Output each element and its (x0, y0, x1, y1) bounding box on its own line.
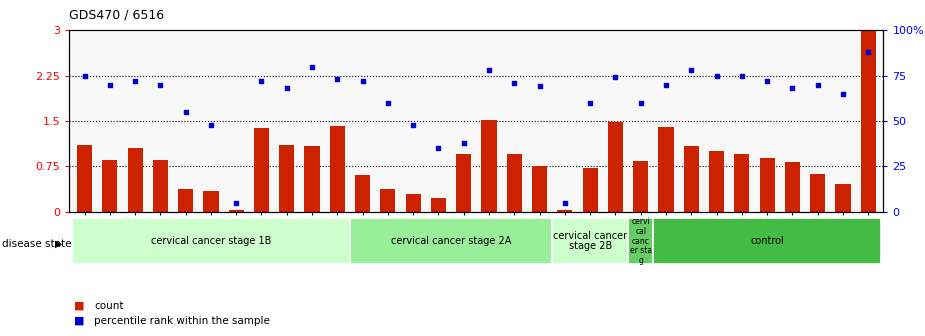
Bar (279, 145, 294, 212)
Bar (153, 160, 168, 212)
Bar (228, 210, 244, 212)
Point (810, 82, 825, 87)
Point (608, 75, 623, 80)
Bar (355, 175, 370, 212)
FancyBboxPatch shape (653, 218, 881, 264)
Text: cervical cancer stage 2A: cervical cancer stage 2A (391, 236, 512, 246)
Point (406, 122, 421, 127)
Text: count: count (94, 301, 124, 311)
Bar (734, 154, 749, 212)
Bar (583, 168, 598, 212)
Bar (77, 145, 92, 212)
Point (456, 140, 471, 145)
Bar (405, 194, 421, 212)
Bar (557, 210, 573, 212)
Point (785, 86, 800, 91)
Point (355, 78, 370, 84)
Point (709, 73, 724, 78)
Bar (633, 162, 648, 212)
Point (380, 100, 395, 106)
Bar (179, 189, 193, 212)
Bar (784, 162, 800, 212)
Bar (456, 154, 472, 212)
Bar (684, 146, 698, 212)
FancyBboxPatch shape (350, 218, 552, 264)
Point (330, 77, 345, 82)
Point (659, 82, 673, 87)
Point (759, 78, 774, 84)
Bar (810, 174, 825, 212)
Point (558, 200, 573, 205)
Bar (709, 151, 724, 212)
Bar (659, 127, 673, 212)
Bar (380, 189, 396, 212)
Text: cervical cancer stage 1B: cervical cancer stage 1B (151, 236, 271, 246)
Point (684, 68, 698, 73)
Point (507, 80, 522, 86)
Point (77, 73, 92, 78)
Bar (103, 160, 117, 212)
Bar (608, 122, 623, 212)
Bar (507, 154, 522, 212)
Bar (532, 166, 548, 212)
Text: cervical cancer
stage 2B: cervical cancer stage 2B (553, 231, 627, 251)
Point (734, 73, 749, 78)
FancyBboxPatch shape (628, 218, 653, 264)
Text: ■: ■ (74, 316, 84, 326)
Bar (128, 148, 142, 212)
Point (228, 200, 243, 205)
Point (279, 86, 294, 91)
Bar (329, 126, 345, 212)
Bar (481, 120, 497, 212)
Point (304, 64, 319, 69)
Text: control: control (750, 236, 784, 246)
Text: ■: ■ (74, 301, 84, 311)
Bar (860, 30, 876, 212)
Point (204, 122, 218, 127)
Bar (835, 184, 850, 212)
Point (482, 68, 497, 73)
Text: ▶: ▶ (56, 239, 63, 249)
Point (532, 84, 547, 89)
FancyBboxPatch shape (552, 218, 628, 264)
Point (583, 100, 598, 106)
Point (634, 100, 648, 106)
Text: disease state: disease state (2, 239, 71, 249)
Bar (304, 146, 320, 212)
Point (179, 109, 193, 115)
Point (835, 91, 850, 96)
Point (861, 49, 876, 55)
Text: percentile rank within the sample: percentile rank within the sample (94, 316, 270, 326)
Bar (204, 191, 218, 212)
Point (153, 82, 167, 87)
Text: cervi
cal
canc
er sta
g: cervi cal canc er sta g (630, 217, 652, 265)
FancyBboxPatch shape (72, 218, 350, 264)
Point (103, 82, 117, 87)
Bar (431, 198, 446, 212)
Point (431, 145, 446, 151)
Text: GDS470 / 6516: GDS470 / 6516 (69, 8, 165, 22)
Point (128, 78, 142, 84)
Point (254, 78, 269, 84)
Bar (759, 159, 774, 212)
Bar (254, 128, 269, 212)
